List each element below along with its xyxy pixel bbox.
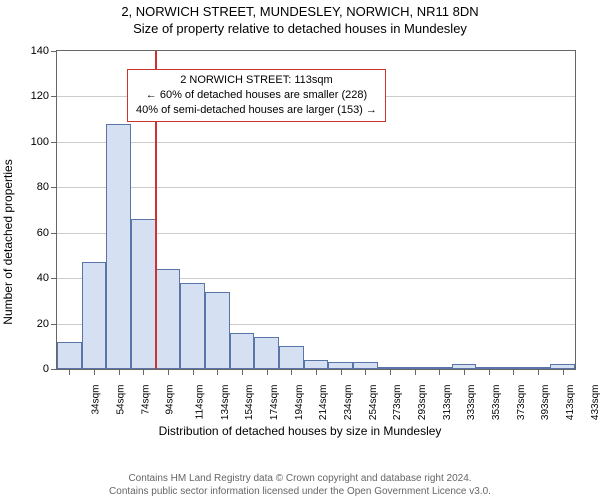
x-tick-label: 293sqm (417, 385, 428, 421)
x-tick-label: 373sqm (516, 385, 527, 421)
histogram-bar (180, 283, 205, 369)
page-subtitle: Size of property relative to detached ho… (0, 21, 600, 36)
plot-area: 02040608010012014034sqm54sqm74sqm94sqm11… (56, 50, 576, 370)
histogram-bar (254, 337, 279, 369)
x-tick-label: 54sqm (116, 385, 127, 415)
histogram-bar (156, 269, 181, 369)
x-tick (513, 369, 514, 375)
y-tick-label: 100 (31, 136, 49, 148)
histogram-bar (82, 262, 107, 369)
x-tick (563, 369, 564, 375)
x-tick (489, 369, 490, 375)
page-address-title: 2, NORWICH STREET, MUNDESLEY, NORWICH, N… (0, 4, 600, 19)
annotation-line-2: ← 60% of detached houses are smaller (22… (136, 88, 377, 103)
histogram-bar (328, 362, 353, 369)
x-tick (538, 369, 539, 375)
x-tick-label: 214sqm (318, 385, 329, 421)
x-axis-label: Distribution of detached houses by size … (159, 424, 442, 438)
x-tick-label: 353sqm (491, 385, 502, 421)
y-tick (51, 96, 57, 97)
histogram-bar (57, 342, 82, 369)
x-tick-label: 174sqm (269, 385, 280, 421)
y-tick-label: 120 (31, 90, 49, 102)
x-tick-label: 313sqm (442, 385, 453, 421)
x-tick-label: 333sqm (466, 385, 477, 421)
histogram-bar (106, 124, 131, 369)
histogram-bar (230, 333, 255, 369)
gridline (57, 142, 575, 143)
x-tick-label: 413sqm (565, 385, 576, 421)
gridline (57, 187, 575, 188)
x-tick (143, 369, 144, 375)
x-tick (267, 369, 268, 375)
x-tick-label: 273sqm (392, 385, 403, 421)
x-tick-label: 433sqm (590, 385, 600, 421)
y-tick-label: 60 (37, 227, 49, 239)
y-tick (51, 187, 57, 188)
y-tick (51, 51, 57, 52)
x-tick-label: 134sqm (220, 385, 231, 421)
x-tick (415, 369, 416, 375)
x-tick (242, 369, 243, 375)
x-tick (193, 369, 194, 375)
y-tick (51, 369, 57, 370)
x-tick (168, 369, 169, 375)
x-tick-label: 393sqm (540, 385, 551, 421)
histogram-bar (205, 292, 230, 369)
y-tick-label: 20 (37, 318, 49, 330)
x-tick (69, 369, 70, 375)
y-tick-label: 80 (37, 181, 49, 193)
footer-line-1: Contains HM Land Registry data © Crown c… (0, 472, 600, 485)
histogram-bar (131, 219, 156, 369)
x-tick-label: 34sqm (91, 385, 102, 415)
x-tick (464, 369, 465, 375)
y-tick-label: 40 (37, 272, 49, 284)
x-tick (316, 369, 317, 375)
y-tick (51, 233, 57, 234)
y-tick-label: 140 (31, 45, 49, 57)
y-axis-label: Number of detached properties (1, 159, 15, 324)
x-tick-label: 94sqm (165, 385, 176, 415)
x-tick-label: 254sqm (368, 385, 379, 421)
x-tick-label: 154sqm (244, 385, 255, 421)
x-tick-label: 74sqm (140, 385, 151, 415)
y-tick (51, 278, 57, 279)
x-tick (341, 369, 342, 375)
histogram-bar (304, 360, 329, 369)
footer-attribution: Contains HM Land Registry data © Crown c… (0, 472, 600, 498)
x-tick (390, 369, 391, 375)
x-tick-label: 194sqm (294, 385, 305, 421)
footer-line-2: Contains public sector information licen… (0, 485, 600, 498)
y-tick-label: 0 (43, 363, 49, 375)
histogram-chart: Number of detached properties 0204060801… (0, 42, 600, 442)
x-tick-label: 114sqm (194, 385, 205, 420)
x-tick (439, 369, 440, 375)
x-tick-label: 234sqm (343, 385, 354, 421)
histogram-bar (353, 362, 378, 369)
x-tick (365, 369, 366, 375)
x-tick (217, 369, 218, 375)
annotation-line-1: 2 NORWICH STREET: 113sqm (136, 73, 377, 88)
x-tick (119, 369, 120, 375)
annotation-line-3: 40% of semi-detached houses are larger (… (136, 103, 377, 118)
histogram-bar (279, 346, 304, 369)
x-tick (94, 369, 95, 375)
y-tick (51, 324, 57, 325)
x-tick (291, 369, 292, 375)
annotation-box: 2 NORWICH STREET: 113sqm ← 60% of detach… (127, 69, 386, 122)
y-tick (51, 142, 57, 143)
